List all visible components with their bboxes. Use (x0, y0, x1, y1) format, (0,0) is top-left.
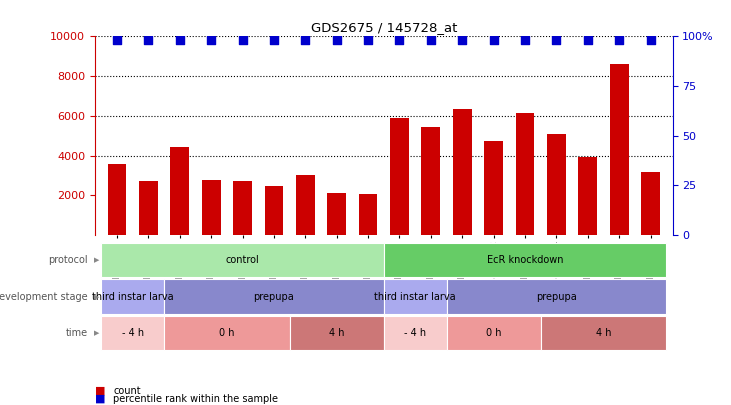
Bar (233, 181, 252, 235)
Point (393, 37, 405, 44)
Point (519, 37, 531, 44)
Title: GDS2675 / 145728_at: GDS2675 / 145728_at (311, 21, 457, 34)
Text: time: time (66, 328, 88, 338)
Text: count: count (113, 386, 141, 396)
Text: ▶: ▶ (94, 294, 99, 300)
Point (205, 37, 217, 44)
Point (550, 37, 562, 44)
Bar (327, 193, 346, 235)
Text: third instar larva: third instar larva (374, 292, 456, 302)
Bar (422, 127, 440, 235)
Point (331, 37, 343, 44)
Bar (139, 181, 158, 235)
Text: EcR knockdown: EcR knockdown (487, 255, 564, 265)
Bar (359, 194, 377, 235)
Point (111, 37, 123, 44)
Point (645, 37, 656, 44)
Text: 0 h: 0 h (219, 328, 235, 338)
Bar (202, 180, 221, 235)
Text: percentile rank within the sample: percentile rank within the sample (113, 394, 279, 404)
Bar (170, 147, 189, 235)
Point (143, 37, 154, 44)
Bar (610, 64, 629, 235)
Text: ■: ■ (95, 394, 105, 404)
Text: development stage: development stage (0, 292, 88, 302)
Text: - 4 h: - 4 h (404, 328, 426, 338)
Point (363, 37, 374, 44)
Text: prepupa: prepupa (536, 292, 577, 302)
Text: ▶: ▶ (94, 330, 99, 336)
Text: control: control (226, 255, 260, 265)
Text: prepupa: prepupa (254, 292, 295, 302)
Bar (296, 175, 315, 235)
Bar (578, 156, 597, 235)
Bar (265, 186, 284, 235)
Bar (484, 141, 503, 235)
Text: ▶: ▶ (94, 257, 99, 263)
Bar (390, 118, 409, 235)
Bar (641, 173, 660, 235)
Point (268, 37, 280, 44)
Text: - 4 h: - 4 h (121, 328, 144, 338)
Point (174, 37, 186, 44)
Text: third instar larva: third instar larva (92, 292, 173, 302)
Point (425, 37, 436, 44)
Text: protocol: protocol (48, 255, 88, 265)
Point (456, 37, 468, 44)
Text: ■: ■ (95, 386, 105, 396)
Text: 0 h: 0 h (486, 328, 501, 338)
Text: 4 h: 4 h (596, 328, 611, 338)
Point (300, 37, 311, 44)
Bar (547, 134, 566, 235)
Text: 4 h: 4 h (329, 328, 344, 338)
Point (613, 37, 625, 44)
Bar (452, 109, 471, 235)
Point (582, 37, 594, 44)
Point (488, 37, 499, 44)
Bar (107, 164, 126, 235)
Bar (515, 113, 534, 235)
Point (237, 37, 249, 44)
